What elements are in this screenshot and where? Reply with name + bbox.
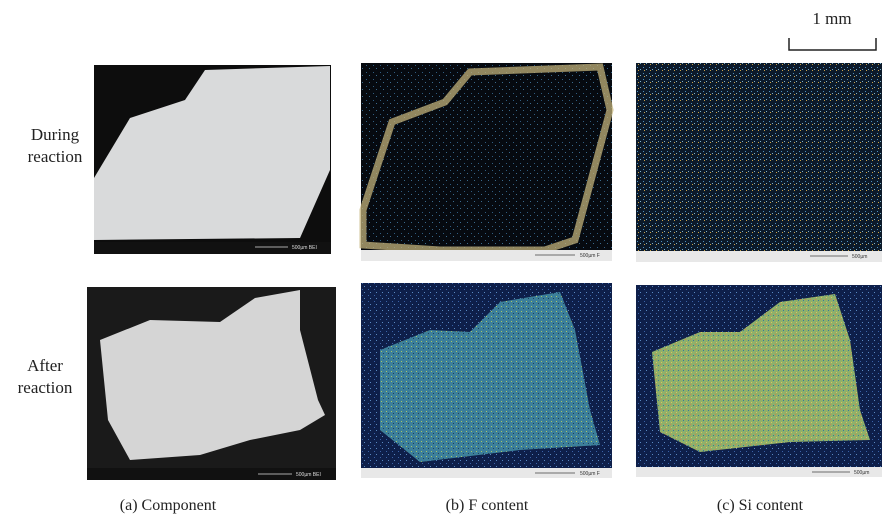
micrograph: 500µm F [361, 63, 612, 261]
column-caption: (b) F content [446, 497, 529, 514]
micrograph: 500µm [636, 285, 882, 477]
micrograph: 500µm [636, 63, 882, 262]
row-label: During [31, 125, 80, 144]
column-caption: (a) Component [120, 497, 217, 514]
micron-bar-label: 500µm BEI [296, 472, 321, 478]
micron-bar-label: 500µm [852, 254, 867, 260]
scale-bar [789, 38, 876, 50]
micrograph: 500µm BEI [87, 287, 336, 480]
micron-bar-label: 500µm F [580, 253, 600, 259]
column-caption: (c) Si content [717, 497, 804, 514]
row-label: reaction [28, 147, 83, 166]
micron-bar-label: 500µm F [580, 471, 600, 477]
micron-bar-label: 500µm [854, 470, 869, 476]
micrograph: 500µm BEI [94, 65, 331, 254]
micron-bar-label: 500µm BEI [292, 245, 317, 251]
figure: 1 mm During reaction After reaction 500µ… [0, 0, 882, 521]
row-label: After [27, 356, 63, 375]
scale-bar-label: 1 mm [812, 9, 851, 28]
row-label: reaction [18, 378, 73, 397]
micrograph: 500µm F [361, 283, 612, 478]
